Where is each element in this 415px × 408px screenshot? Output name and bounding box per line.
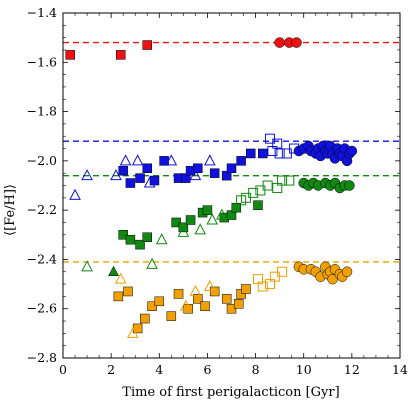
data-point-square-11-14 xyxy=(233,299,244,309)
data-point-triangle-4-1 xyxy=(81,169,93,181)
data-point-square-2-3 xyxy=(142,163,152,173)
data-point-triangle-8-4 xyxy=(194,223,207,235)
data-point-square-6-4 xyxy=(171,217,181,228)
y-tick-label: −1.6 xyxy=(27,54,57,69)
x-tick-label: 14 xyxy=(392,362,408,377)
data-point-triangle-8-0 xyxy=(81,260,93,272)
data-point-triangle-9-0 xyxy=(108,265,119,276)
data-point-square-11-5 xyxy=(154,296,165,307)
x-tick-label: 6 xyxy=(203,362,211,377)
data-point-square-2-11 xyxy=(221,170,232,181)
data-point-triangle-12-2 xyxy=(179,299,192,311)
data-point-square-6-0 xyxy=(118,230,128,240)
x-tick-label: 4 xyxy=(155,362,163,377)
data-point-square-0-0 xyxy=(65,50,75,60)
data-point-square-2-7 xyxy=(181,173,191,183)
data-point-triangle-4-6 xyxy=(165,154,178,166)
x-tick-label: 2 xyxy=(107,362,115,377)
data-point-square-6-8 xyxy=(202,205,213,215)
data-point-square-11-7 xyxy=(173,289,184,299)
axis-ticks xyxy=(62,12,401,359)
x-tick-label: 12 xyxy=(344,362,360,377)
data-point-square-7-6 xyxy=(277,175,288,186)
data-point-circle-10-9 xyxy=(344,180,355,191)
data-point-square-0-1 xyxy=(116,50,126,60)
data-markers xyxy=(65,37,358,338)
data-point-square-2-0 xyxy=(118,165,128,176)
data-point-triangle-12-1 xyxy=(126,326,139,338)
data-point-square-11-8 xyxy=(183,303,193,314)
data-point-triangle-12-3 xyxy=(189,284,202,296)
tick-labels: 0 2 4 6 8 10 12 14 −2.8 −2.6 −2.4 −2.2 −2.0 −1.8 −1.6 −… xyxy=(27,5,408,377)
data-point-square-2-4 xyxy=(149,175,160,186)
data-point-square-6-6 xyxy=(185,215,196,225)
x-tick-label: 8 xyxy=(252,362,260,377)
data-point-triangle-8-6 xyxy=(216,208,228,220)
y-tick-label: −2.4 xyxy=(27,251,57,266)
data-point-circle-5-19 xyxy=(346,145,358,157)
data-point-circle-1-2 xyxy=(291,37,302,48)
data-point-square-6-10 xyxy=(226,210,237,220)
data-point-square-11-1 xyxy=(123,286,133,297)
data-point-square-11-6 xyxy=(166,311,177,321)
data-point-square-6-2 xyxy=(135,239,145,250)
data-point-triangle-4-8 xyxy=(204,154,216,166)
data-point-triangle-4-7 xyxy=(189,169,202,181)
data-point-square-3-3 xyxy=(272,138,283,149)
data-point-square-2-15 xyxy=(258,148,268,159)
data-point-square-11-15 xyxy=(236,289,246,299)
reference-lines xyxy=(63,41,400,263)
data-point-square-7-4 xyxy=(262,180,273,191)
data-point-square-2-10 xyxy=(209,168,220,178)
data-point-square-7-2 xyxy=(248,187,259,198)
data-point-triangle-8-5 xyxy=(206,213,219,225)
y-tick-label: −1.4 xyxy=(27,5,57,20)
data-point-square-3-1 xyxy=(274,148,285,159)
data-point-square-2-9 xyxy=(193,163,203,173)
data-point-square-11-4 xyxy=(147,301,157,311)
data-point-triangle-12-0 xyxy=(114,272,127,284)
y-tick-label: −2.6 xyxy=(27,301,57,316)
data-point-square-11-3 xyxy=(140,313,150,324)
data-point-square-11-9 xyxy=(193,294,203,304)
y-tick-label: −2.0 xyxy=(27,153,57,168)
y-tick-label: −2.8 xyxy=(27,350,57,365)
data-point-square-2-14 xyxy=(246,148,256,159)
data-point-square-11-13 xyxy=(226,303,237,314)
data-point-triangle-4-2 xyxy=(110,169,122,181)
data-point-square-6-3 xyxy=(142,232,152,242)
y-tick-label: −1.8 xyxy=(27,104,57,119)
data-point-square-2-12 xyxy=(226,163,237,173)
data-point-triangle-12-4 xyxy=(204,279,216,292)
y-tick-label: −2.2 xyxy=(27,202,57,217)
data-point-triangle-4-3 xyxy=(119,154,132,166)
data-point-square-0-2 xyxy=(142,40,152,50)
y-axis-label: ⟨[Fe/H]⟩ xyxy=(3,184,18,236)
data-point-triangle-4-0 xyxy=(69,188,81,200)
x-tick-label: 0 xyxy=(59,362,67,377)
x-tick-label: 10 xyxy=(296,362,312,377)
data-point-square-13-4 xyxy=(277,266,288,277)
data-point-triangle-8-1 xyxy=(146,257,158,269)
data-point-triangle-4-4 xyxy=(131,154,144,166)
data-point-square-11-11 xyxy=(209,286,220,297)
data-point-square-2-13 xyxy=(236,156,246,166)
data-point-square-11-12 xyxy=(221,294,232,304)
data-point-circle-14-12 xyxy=(341,266,353,277)
data-point-square-11-0 xyxy=(113,291,124,302)
data-point-triangle-4-5 xyxy=(143,176,156,188)
data-point-square-7-7 xyxy=(284,175,295,186)
data-point-square-6-12 xyxy=(253,200,263,210)
data-point-square-2-1 xyxy=(125,178,136,188)
data-point-triangle-8-2 xyxy=(155,233,168,245)
data-point-square-11-16 xyxy=(241,284,251,294)
data-point-square-6-1 xyxy=(125,234,136,245)
data-point-triangle-8-3 xyxy=(177,225,190,237)
x-axis-label: Time of first perigalacticon [Gyr] xyxy=(122,385,339,400)
data-point-square-11-10 xyxy=(200,301,210,311)
data-point-circle-1-0 xyxy=(274,37,285,48)
data-point-square-2-2 xyxy=(135,173,145,183)
data-point-square-13-1 xyxy=(257,281,268,292)
